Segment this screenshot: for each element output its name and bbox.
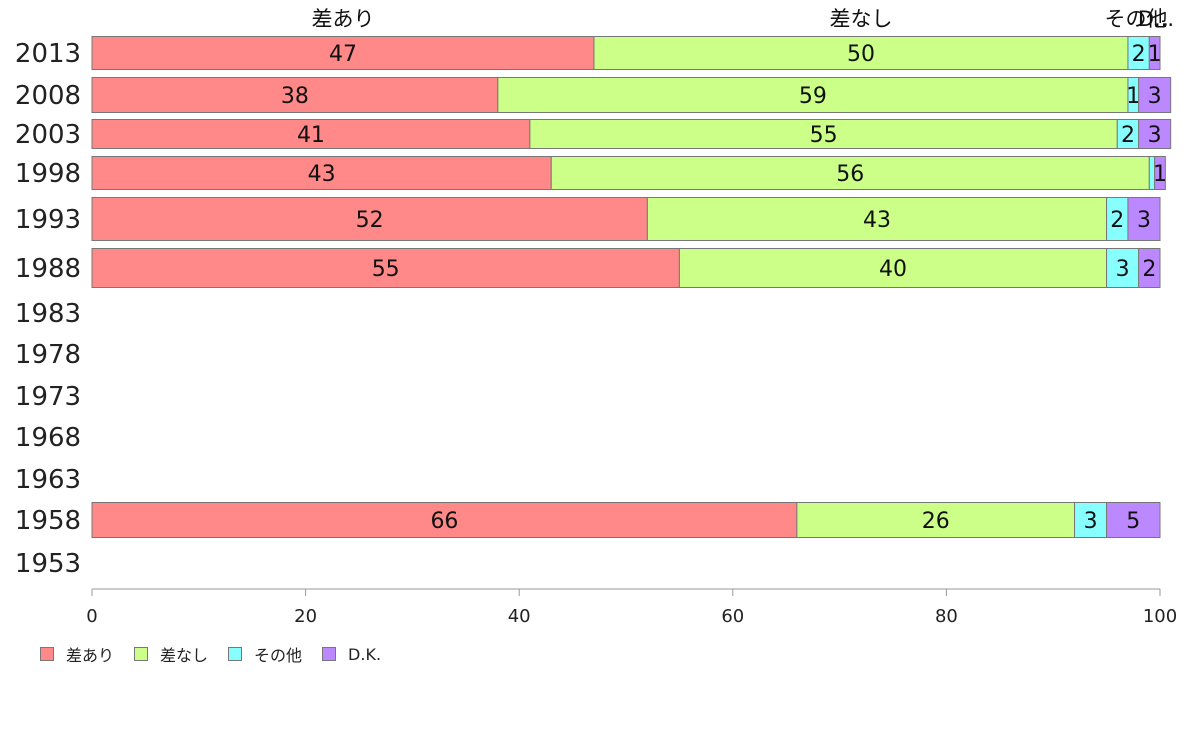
data-label: 38	[281, 84, 309, 109]
y-tick-label: 1993	[15, 205, 81, 235]
legend-item-series-2: 差なし	[134, 642, 208, 666]
data-label: 2	[1110, 208, 1124, 233]
bar-segment	[678, 248, 1108, 288]
bar-segment	[1127, 197, 1161, 241]
data-label: 3	[1148, 84, 1162, 109]
bar-segment	[91, 156, 552, 190]
data-label: 26	[922, 509, 950, 534]
y-tick-label: 1968	[15, 423, 81, 453]
data-label: 5	[1126, 509, 1140, 534]
bar-segment	[91, 77, 499, 113]
bar-segment	[593, 36, 1129, 70]
legend-item-series-3: その他	[228, 642, 302, 666]
data-label: 40	[879, 257, 907, 282]
y-tick-label: 1953	[15, 549, 81, 579]
legend-swatch-series-2	[134, 647, 149, 661]
data-label: 43	[308, 162, 336, 187]
bar-segment	[497, 77, 1129, 113]
data-label: 2	[1132, 42, 1146, 67]
x-tick-label: 100	[1143, 606, 1177, 627]
data-label: 1	[1126, 84, 1140, 109]
top-series-label: D...	[1138, 7, 1174, 31]
bar-segment	[91, 502, 798, 538]
top-series-label: その他	[1105, 7, 1168, 31]
y-tick-label: 1988	[15, 254, 81, 284]
data-label: 3	[1116, 257, 1130, 282]
data-label: 56	[836, 162, 864, 187]
legend-swatch-series-3	[228, 647, 243, 661]
top-series-label: 差あり	[311, 7, 374, 31]
data-label: 2	[1142, 257, 1156, 282]
data-label: 55	[810, 123, 838, 148]
legend-label-series-3: その他	[254, 646, 303, 665]
bar-segment	[91, 36, 595, 70]
x-tick-label: 40	[508, 606, 531, 627]
bar-segment	[1106, 502, 1161, 538]
data-label: 55	[372, 257, 400, 282]
y-tick-label: 1983	[15, 299, 81, 329]
bar-segment	[91, 119, 531, 149]
y-tick-label: 1958	[15, 506, 81, 536]
legend: 差あり 差なし その他 D.K.	[40, 642, 401, 666]
legend-label-series-4: D.K.	[348, 644, 382, 664]
bar-segment	[1138, 119, 1172, 149]
legend-swatch-series-1	[40, 647, 54, 661]
y-tick-label: 2003	[15, 120, 81, 150]
bar-segment	[550, 156, 1150, 190]
data-label: 50	[847, 42, 875, 67]
legend-item-series-4: D.K.	[322, 645, 381, 664]
legend-label-series-2: 差なし	[160, 646, 209, 665]
x-tick-label: 60	[721, 606, 744, 627]
bar-segment	[91, 248, 680, 288]
bar-segment	[1138, 77, 1172, 113]
legend-item-series-1: 差あり	[40, 642, 114, 666]
x-tick-label: 20	[294, 606, 317, 627]
data-label: 2	[1121, 123, 1135, 148]
data-label: 3	[1148, 123, 1162, 148]
data-label: 66	[430, 509, 458, 534]
top-series-label: 差なし	[829, 7, 892, 31]
legend-label-series-1: 差あり	[66, 646, 115, 665]
y-tick-label: 2013	[15, 39, 81, 69]
data-label: 59	[799, 84, 827, 109]
bar-segment	[1154, 156, 1166, 190]
bar-segment	[646, 197, 1108, 241]
y-tick-label: 1973	[15, 382, 81, 412]
data-label: 41	[297, 123, 325, 148]
legend-swatch-series-4	[322, 647, 337, 661]
y-tick-label: 1963	[15, 465, 81, 495]
bar-segment	[1074, 502, 1108, 538]
data-label: 3	[1084, 509, 1098, 534]
data-label: 1	[1148, 42, 1162, 67]
data-label: 43	[863, 208, 891, 233]
data-label: 47	[329, 42, 357, 67]
y-tick-label: 2008	[15, 81, 81, 111]
data-label: 3	[1137, 208, 1151, 233]
x-tick-label: 0	[86, 606, 97, 627]
bar-segment	[1148, 36, 1161, 70]
bar-segment	[1138, 248, 1161, 288]
data-label: 1	[1153, 162, 1167, 187]
y-tick-label: 1978	[15, 340, 81, 370]
y-tick-label: 1998	[15, 159, 81, 189]
x-tick-label: 80	[935, 606, 958, 627]
bar-segment	[529, 119, 1118, 149]
data-label: 52	[356, 208, 384, 233]
